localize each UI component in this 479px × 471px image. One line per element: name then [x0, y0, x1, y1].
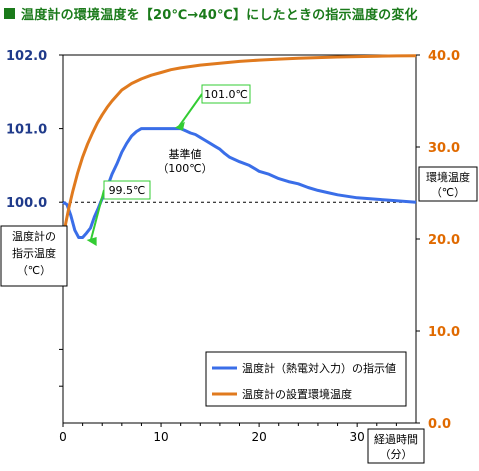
x-tick-label: 30 [350, 430, 365, 444]
y-left-tick-label: 100.0 [6, 196, 47, 211]
annotation-box [201, 84, 251, 104]
series-line-ambient [61, 54, 417, 240]
annotation-label: 99.5℃ [109, 184, 146, 197]
title-square-icon [4, 7, 15, 19]
y-left-tick-label: 101.0 [6, 123, 47, 138]
annotation-arrow-line [178, 93, 203, 128]
reference-label-line1: 基準値 [169, 147, 202, 161]
y-right-tick-label: 30.0 [428, 141, 460, 156]
annotation-arrow-line [89, 189, 105, 242]
y-left-axis-label-box [0, 225, 68, 287]
y-right-tick-label: 0.0 [428, 417, 451, 432]
y-right-axis-label-line: 環境温度 [426, 170, 470, 184]
y-right-axis-label-line: （℃） [431, 186, 465, 199]
legend-label: 温度計（熱電対入力）の指示値 [242, 361, 396, 375]
x-axis-label-box [367, 428, 425, 464]
annotation-arrow-head [174, 121, 185, 131]
x-tick-label: 0 [59, 430, 67, 444]
x-tick-label: 20 [251, 430, 266, 444]
annotation-box [103, 180, 151, 200]
y-left-axis-label-line: 指示温度 [12, 246, 56, 260]
y-right-tick-label: 10.0 [428, 325, 460, 340]
page-title: 温度計の環境温度を【20℃→40℃】にしたときの指示温度の変化 [21, 7, 418, 23]
legend-box [205, 351, 407, 407]
y-left-axis-label-line: （℃） [17, 264, 51, 277]
y-right-tick-label: 40.0 [428, 49, 460, 64]
y-right-axis-label-box [418, 166, 478, 202]
y-left-tick-label: 102.0 [6, 49, 47, 64]
annotation-arrow-head [86, 237, 97, 246]
series-line-indicated [62, 127, 417, 239]
x-tick-label: 10 [153, 430, 168, 444]
title-bar: 温度計の環境温度を【20℃→40℃】にしたときの指示温度の変化 [4, 3, 418, 23]
legend-label: 温度計の設置環境温度 [242, 387, 352, 401]
y-right-tick-label: 20.0 [428, 233, 460, 248]
x-axis-label-line: （分） [380, 448, 413, 461]
annotation-label: 101.0℃ [204, 88, 248, 101]
reference-label-bg [156, 145, 214, 175]
reference-label-line2: （100℃） [157, 162, 212, 175]
x-axis-label-line: 経過時間 [374, 433, 418, 446]
y-left-axis-label-line: 温度計の [12, 229, 56, 243]
